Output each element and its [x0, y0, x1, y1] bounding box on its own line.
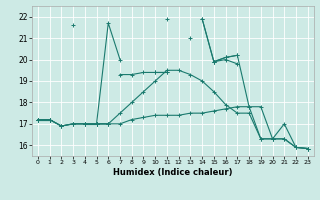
X-axis label: Humidex (Indice chaleur): Humidex (Indice chaleur): [113, 168, 233, 177]
